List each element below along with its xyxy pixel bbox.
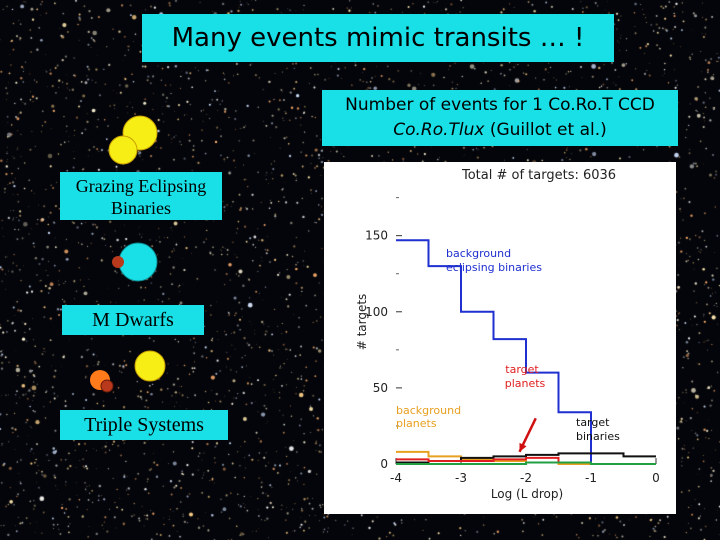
annotation-background-eb-1: background (446, 247, 511, 260)
host-star (118, 242, 158, 282)
series-other (396, 461, 656, 465)
annotation-target-binaries-2: binaries (576, 430, 620, 443)
label-grazing-eclipsing-binaries: Grazing Eclipsing Binaries (60, 172, 222, 220)
y-tick-label: 50 (373, 381, 388, 395)
chart-title: Total # of targets: 6036 (461, 168, 616, 183)
annotation-target-planets-1: target (505, 363, 539, 376)
histogram-panel: Total # of targets: 6036 # targets Log (… (324, 162, 676, 514)
triple-companion-b (100, 379, 114, 393)
tool-name: Co.Ro.Tlux (393, 120, 485, 140)
annotation-background-eb-2: eclipsing binaries (446, 261, 542, 274)
annotation-target-planets-2: planets (505, 377, 546, 390)
caption-line-2: Co.Ro.Tlux (Guillot et al.) (322, 118, 678, 143)
x-tick-label: 0 (652, 471, 660, 485)
m-dwarf-diagram (112, 242, 158, 282)
triple-primary-star (134, 350, 166, 382)
x-tick-label: -4 (390, 471, 402, 485)
annotation-background-planets-2: planets (396, 417, 437, 430)
target-planets-arrowhead (519, 442, 527, 452)
x-tick-label: -1 (585, 471, 597, 485)
plot-caption: Number of events for 1 Co.Ro.T CCD Co.Ro… (322, 90, 678, 146)
m-dwarf (112, 256, 124, 268)
x-tick-label: -3 (455, 471, 467, 485)
y-tick-label: 150 (365, 229, 388, 243)
grazing-label-line-1: Grazing Eclipsing (75, 176, 207, 196)
x-tick-label: -2 (520, 471, 532, 485)
label-triple-systems: Triple Systems (60, 410, 228, 440)
binary-star-b (108, 135, 138, 165)
caption-credit: (Guillot et al.) (484, 120, 607, 140)
annotation-target-binaries-1: target (576, 416, 610, 429)
y-tick-label: 0 (380, 457, 388, 471)
label-m-dwarfs: M Dwarfs (62, 305, 204, 335)
triple-system-diagram (90, 350, 166, 393)
caption-line-1: Number of events for 1 Co.Ro.T CCD (345, 95, 655, 115)
x-axis-label: Log (L drop) (491, 487, 563, 501)
y-tick-label: 100 (365, 305, 388, 319)
grazing-binary-diagram (108, 115, 158, 165)
annotation-background-planets-1: background (396, 404, 461, 417)
histogram-chart: Total # of targets: 6036 # targets Log (… (355, 168, 660, 501)
slide-title: Many events mimic transits … ! (142, 14, 614, 62)
y-axis-label: # targets (355, 294, 369, 351)
grazing-label-line-2: Binaries (111, 198, 171, 218)
histogram-series (396, 239, 656, 465)
